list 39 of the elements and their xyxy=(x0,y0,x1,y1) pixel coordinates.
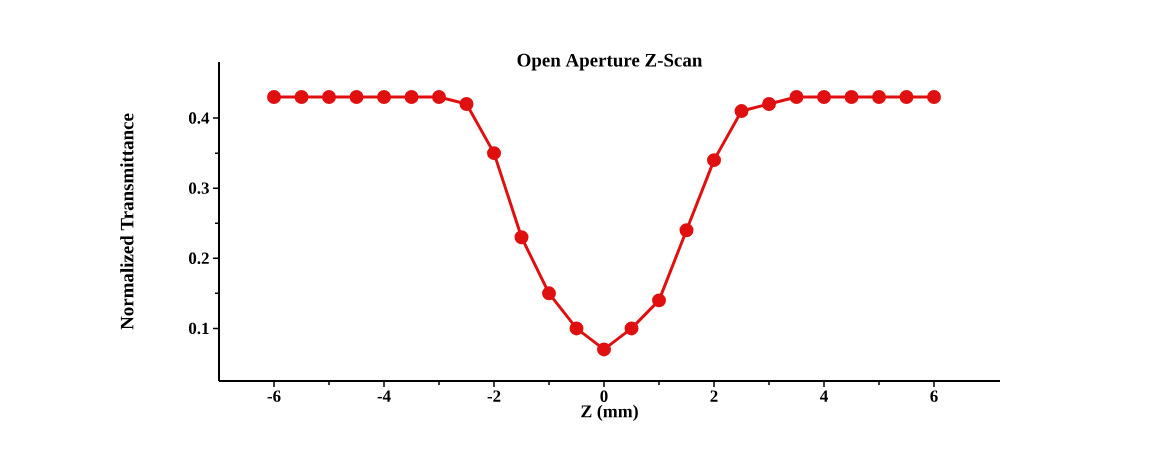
x-tick-label: 2 xyxy=(710,390,718,402)
point xyxy=(349,90,364,105)
point xyxy=(899,90,914,105)
point xyxy=(322,90,336,105)
y-tick-label: 0.4 xyxy=(188,112,210,124)
point xyxy=(624,321,639,336)
x-tick-label: -6 xyxy=(267,390,281,402)
point xyxy=(734,104,749,119)
point xyxy=(267,90,281,105)
y-tick-label: 0.1 xyxy=(188,322,209,335)
point xyxy=(514,230,529,245)
point xyxy=(927,90,941,105)
point xyxy=(707,153,721,168)
point xyxy=(679,223,694,238)
point xyxy=(542,286,556,301)
x-tick-label: 0 xyxy=(600,390,608,402)
point xyxy=(377,90,391,105)
point xyxy=(404,90,419,105)
point xyxy=(597,342,611,357)
chart-title: Open Aperture Z-Scan xyxy=(517,53,703,71)
point xyxy=(789,90,804,105)
y-tick-label: 0.3 xyxy=(188,182,209,194)
point xyxy=(487,146,501,161)
point xyxy=(459,97,474,112)
y-tick-label: 0.2 xyxy=(188,252,209,265)
x-tick-label: 4 xyxy=(820,390,828,402)
point xyxy=(652,293,666,308)
point xyxy=(569,321,584,336)
x-tick-label: -2 xyxy=(487,390,501,402)
point xyxy=(432,90,446,105)
x-axis-title: Z (mm) xyxy=(581,404,638,422)
point xyxy=(844,90,859,105)
point xyxy=(762,97,776,112)
y-axis-title: Normalized Transmittance xyxy=(120,113,134,330)
x-tick-label: -4 xyxy=(377,390,391,402)
point xyxy=(872,90,886,105)
point xyxy=(817,90,831,105)
point xyxy=(294,90,309,105)
x-tick-label: 6 xyxy=(930,390,938,402)
